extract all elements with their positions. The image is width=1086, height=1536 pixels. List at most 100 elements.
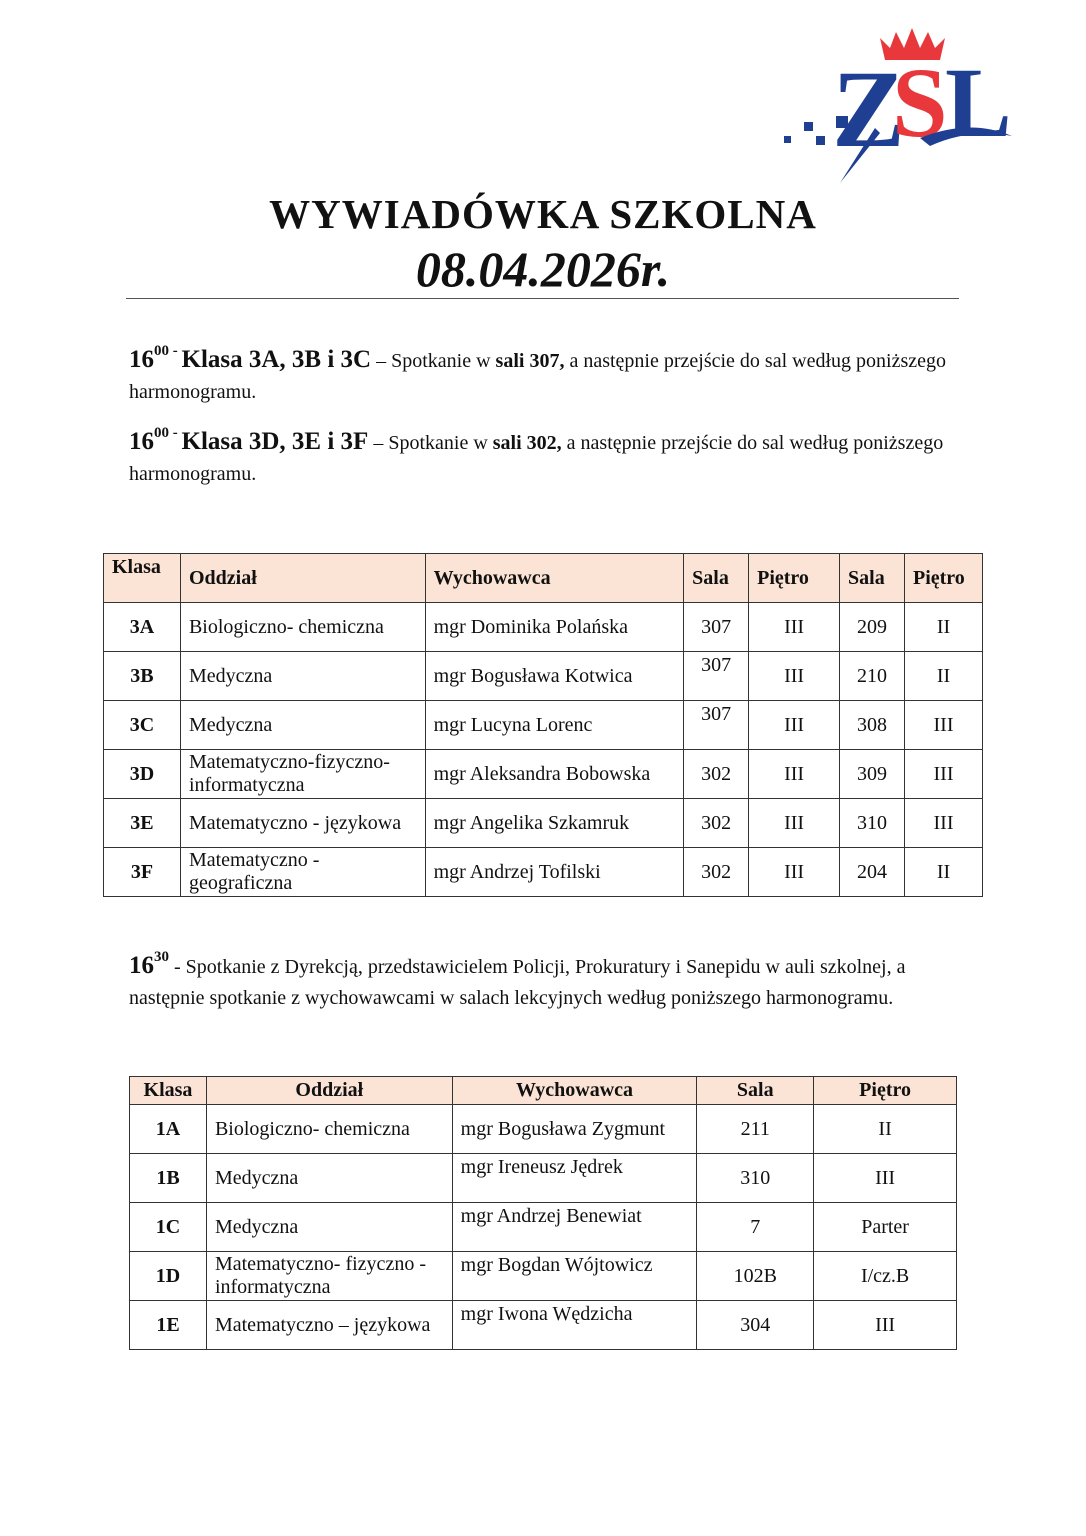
- table-cell: Medyczna: [179, 651, 426, 701]
- column-header: Oddział: [205, 1076, 453, 1105]
- table-row: 1E Matematyczno – językowa mgr Iwona Wędzi…: [129, 1300, 957, 1350]
- table-row: 3A Biologiczno- chemiczna mgr Dominika Pol…: [103, 602, 984, 652]
- table-cell: Matematyczno – językowa: [205, 1300, 453, 1350]
- time: 1600 - Klasa 3A, 3B i 3C: [129, 343, 372, 374]
- column-header: Piętro: [748, 553, 841, 603]
- table-cell: mgr Ireneusz Jędrek: [451, 1153, 698, 1203]
- header-row: Klasa Oddział Wychowawca Sala Piętro: [129, 1076, 957, 1105]
- column-header: Wychowawca: [424, 553, 685, 603]
- table-cell: 302: [683, 798, 750, 848]
- schedule-table-grade-1: Klasa Oddział Wychowawca Sala Piętro 1A Biolog…: [129, 1076, 957, 1350]
- column-header: Sala: [683, 553, 750, 603]
- table-cell: 3D: [103, 749, 181, 799]
- table-cell: II: [903, 651, 984, 701]
- table-cell: mgr Aleksandra Bobowska: [424, 749, 685, 799]
- table-cell: Medyczna: [179, 700, 426, 750]
- table-cell: II: [813, 1104, 957, 1154]
- table-cell: mgr Dominika Polańska: [424, 602, 685, 652]
- table-cell: 309: [839, 749, 905, 799]
- table-cell: 7: [696, 1202, 815, 1252]
- table-row: 3E Matematyczno - językowa mgr Angelika Sz…: [103, 798, 984, 848]
- table-cell: 1E: [129, 1300, 207, 1350]
- table-cell: Biologiczno- chemiczna: [205, 1104, 453, 1154]
- table-cell: 310: [696, 1153, 815, 1203]
- table-row: 1B Medyczna mgr Ireneusz Jędrek 310 III: [129, 1153, 957, 1203]
- table-cell: Matematyczno-fizyczno-informatyczna: [179, 749, 426, 799]
- table-cell: III: [903, 798, 984, 848]
- table-cell: III: [748, 700, 841, 750]
- table-cell: mgr Andrzej Benewiat: [451, 1202, 698, 1252]
- table-cell: III: [903, 749, 984, 799]
- table-cell: mgr Bogdan Wójtowicz: [451, 1251, 698, 1301]
- table-cell: I/cz.B: [813, 1251, 957, 1301]
- divider: [126, 298, 959, 299]
- table-cell: mgr Angelika Szkamruk: [424, 798, 685, 848]
- table-cell: III: [748, 602, 841, 652]
- table-cell: mgr Andrzej Tofilski: [424, 847, 685, 897]
- column-header: Piętro: [903, 553, 984, 603]
- table-cell: 1D: [129, 1251, 207, 1301]
- table-row: 3D Matematyczno-fizyczno-informatyczna mgr…: [103, 749, 984, 799]
- table-cell: III: [748, 651, 841, 701]
- column-header: Sala: [839, 553, 905, 603]
- table-cell: 211: [696, 1104, 815, 1154]
- table-cell: mgr Iwona Wędzicha: [451, 1300, 698, 1350]
- table-row: 3C Medyczna mgr Lucyna Lorenc 307 III 308 III: [103, 700, 984, 750]
- table-cell: 210: [839, 651, 905, 701]
- header-row: Klasa Oddział Wychowawca Sala Piętro Sala Pięt…: [103, 553, 984, 603]
- time: 1600 - Klasa 3D, 3E i 3F: [129, 425, 369, 456]
- table-cell: 3F: [103, 847, 181, 897]
- meeting-date: 08.04.2026r.: [415, 241, 671, 297]
- table-cell: 310: [839, 798, 905, 848]
- table-row: 3F Matematyczno - geograficzna mgr Andrzej…: [103, 847, 984, 897]
- table-cell: Medyczna: [205, 1202, 453, 1252]
- table-cell: 307: [683, 700, 750, 750]
- table-cell: II: [903, 847, 984, 897]
- second-meeting-paragraph: 1630 - Spotkanie z Dyrekcją, przedstawic…: [129, 949, 906, 1010]
- table-cell: 209: [839, 602, 905, 652]
- table-cell: II: [903, 602, 984, 652]
- column-header: Wychowawca: [451, 1076, 698, 1105]
- column-header: Piętro: [813, 1076, 957, 1105]
- schedule-table-grade-3: Klasa Oddział Wychowawca Sala Piętro Sala Pięt…: [103, 553, 984, 897]
- school-logo: Z S L: [784, 28, 1012, 183]
- table-row: 1D Matematyczno- fizyczno -informatyczna m…: [129, 1251, 957, 1301]
- table-row: 3B Medyczna mgr Bogusława Kotwica 307 III 210…: [103, 651, 984, 701]
- svg-text:L: L: [945, 47, 1012, 158]
- table-cell: 307: [683, 651, 750, 701]
- table-cell: III: [903, 700, 984, 750]
- table-cell: III: [748, 749, 841, 799]
- table-cell: 308: [839, 700, 905, 750]
- table-cell: 307: [683, 602, 750, 652]
- table-cell: III: [813, 1300, 957, 1350]
- table-cell: 204: [839, 847, 905, 897]
- table-cell: III: [813, 1153, 957, 1203]
- column-header: Klasa: [129, 1076, 207, 1105]
- table-cell: Matematyczno - geograficzna: [179, 847, 426, 897]
- table-cell: 304: [696, 1300, 815, 1350]
- table-cell: III: [748, 847, 841, 897]
- table-cell: 1C: [129, 1202, 207, 1252]
- table-cell: III: [748, 798, 841, 848]
- table-cell: 3B: [103, 651, 181, 701]
- table-cell: 1A: [129, 1104, 207, 1154]
- table-row: 1A Biologiczno- chemiczna mgr Bogusława Zy…: [129, 1104, 957, 1154]
- column-header: Sala: [696, 1076, 815, 1105]
- page-title: WYWIADÓWKA SZKOLNA: [269, 191, 817, 237]
- table-cell: 1B: [129, 1153, 207, 1203]
- table-row: 1C Medyczna mgr Andrzej Benewiat 7 Parter: [129, 1202, 957, 1252]
- table-cell: Medyczna: [205, 1153, 453, 1203]
- column-header: Oddział: [179, 553, 426, 603]
- column-header: Klasa: [103, 553, 181, 603]
- table-cell: 102B: [696, 1251, 815, 1301]
- table-cell: 302: [683, 847, 750, 897]
- intro-paragraph-1: 1600 - Klasa 3A, 3B i 3C – Spotkanie w s…: [129, 343, 946, 404]
- table-cell: 3C: [103, 700, 181, 750]
- table-cell: 302: [683, 749, 750, 799]
- table-cell: Parter: [813, 1202, 957, 1252]
- table-cell: mgr Bogusława Zygmunt: [451, 1104, 698, 1154]
- table-cell: Matematyczno - językowa: [179, 798, 426, 848]
- table-cell: 3E: [103, 798, 181, 848]
- svg-text:Z: Z: [832, 48, 905, 170]
- table-cell: mgr Lucyna Lorenc: [424, 700, 685, 750]
